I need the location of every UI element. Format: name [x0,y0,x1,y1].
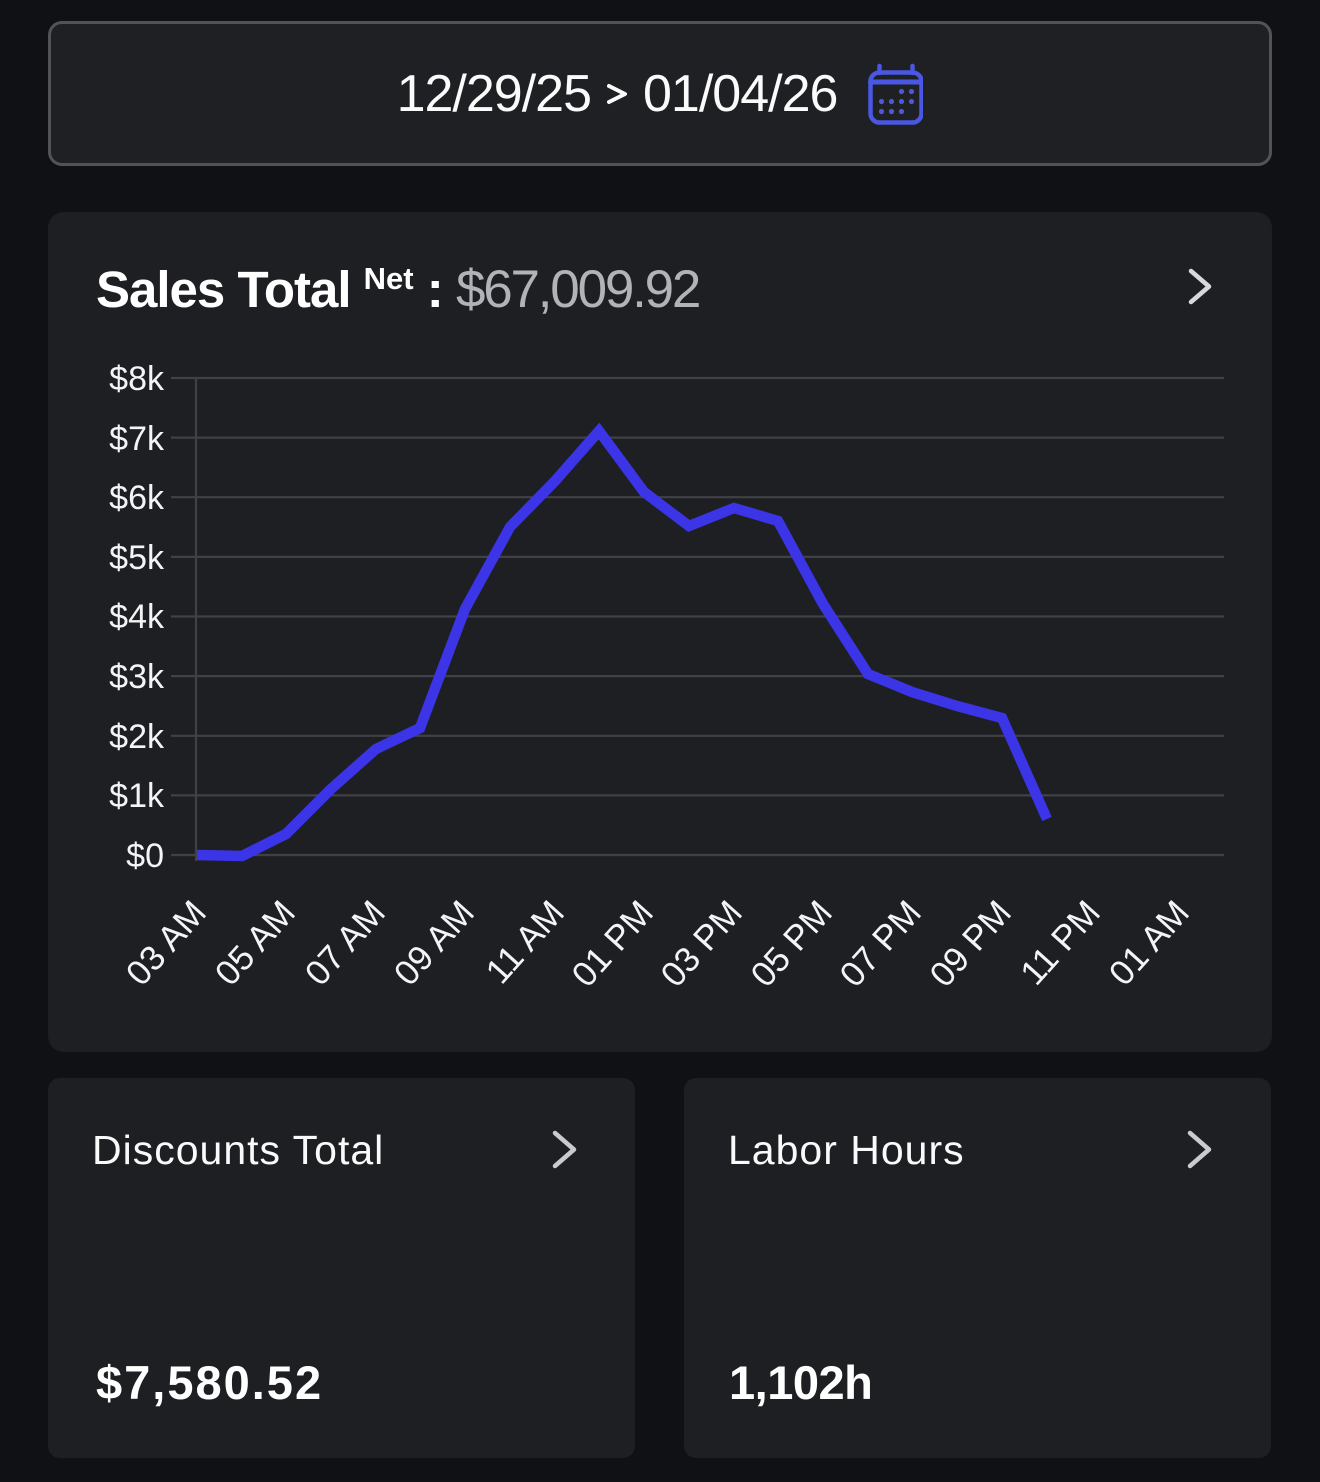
svg-text:03 PM: 03 PM [653,893,750,994]
svg-text:07 PM: 07 PM [832,893,929,994]
svg-text:07 AM: 07 AM [298,893,393,993]
svg-text:$6k: $6k [109,479,165,517]
svg-text:$2k: $2k [109,718,165,756]
svg-text:$4k: $4k [109,598,165,636]
svg-text:01 AM: 01 AM [1102,893,1197,993]
svg-text:$5k: $5k [109,539,165,577]
svg-text:09 AM: 09 AM [387,893,482,993]
svg-text:$0: $0 [126,837,164,875]
svg-text:$1k: $1k [109,777,165,815]
svg-text:01 PM: 01 PM [564,893,661,994]
svg-text:03 AM: 03 AM [119,893,214,993]
svg-text:$8k: $8k [109,360,165,398]
svg-text:$3k: $3k [109,658,165,696]
svg-text:11 AM: 11 AM [478,893,572,991]
svg-text:09 PM: 09 PM [922,893,1019,994]
svg-text:05 PM: 05 PM [743,893,840,994]
svg-text:05 AM: 05 AM [208,893,303,993]
svg-text:11 PM: 11 PM [1013,893,1108,992]
svg-text:$7k: $7k [109,420,165,458]
